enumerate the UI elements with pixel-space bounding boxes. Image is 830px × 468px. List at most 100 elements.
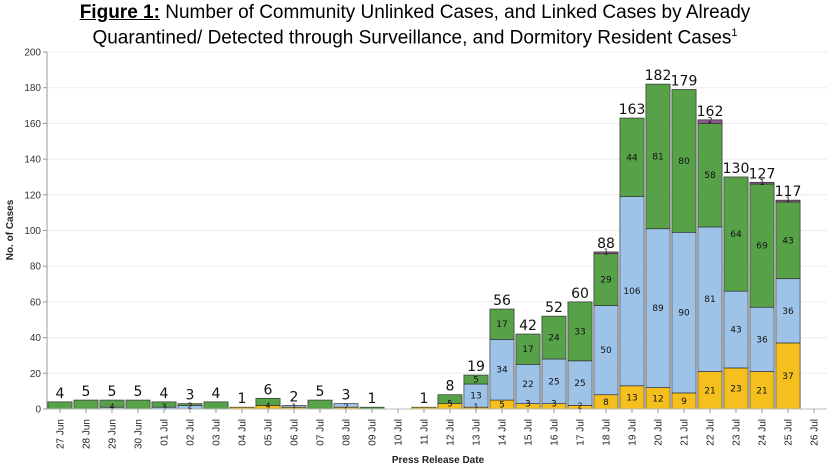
x-tick-label: 14 Jul	[498, 419, 509, 446]
segment-value-label: 69	[756, 242, 768, 252]
y-tick-label: 60	[30, 297, 42, 308]
total-label: 3	[186, 388, 195, 404]
bar-segment	[567, 301, 593, 362]
segment-value-label: 5	[447, 400, 453, 410]
segment-value-label: 25	[548, 377, 559, 387]
segment-value-label: 44	[626, 153, 638, 163]
total-label: 182	[645, 68, 672, 84]
total-label: 60	[571, 286, 589, 302]
x-tick-label: 28 Jun	[82, 419, 93, 449]
bar-segment	[697, 123, 723, 228]
segment-value-label: 13	[470, 392, 481, 402]
x-tick-label: 07 Jul	[316, 419, 327, 446]
x-tick-label: 24 Jul	[758, 419, 769, 446]
bar-segment	[541, 358, 567, 404]
x-tick-label: 17 Jul	[576, 419, 587, 446]
bar-segment	[671, 89, 697, 233]
y-tick-label: 80	[30, 262, 42, 273]
segment-value-label: 23	[730, 384, 741, 394]
segment-value-label: 3	[551, 400, 557, 410]
bar-segment	[489, 339, 515, 401]
bar-segment	[723, 176, 749, 292]
segment-value-label: 36	[756, 335, 768, 345]
bar-segment	[749, 181, 775, 185]
x-axis: 27 Jun 28 Jun 29 Jun 30 Jun 01 Jul 02 Jul 03 J…	[47, 408, 827, 449]
segment-value-label: 21	[704, 386, 715, 396]
total-label: 6	[264, 382, 273, 398]
segment-value-label: 21	[756, 386, 767, 396]
segment-value-label: 25	[574, 379, 585, 389]
x-tick-label: 13 Jul	[472, 419, 483, 446]
title-line-1: Figure 1: Number of Community Unlinked C…	[0, 2, 830, 23]
segment-value-label: 89	[652, 304, 664, 314]
total-label: 1	[420, 391, 429, 407]
total-label: 5	[82, 384, 91, 400]
bar-segment	[437, 394, 463, 404]
segment-value-label: 90	[678, 309, 690, 319]
segment-value-label: 3	[525, 400, 531, 410]
y-tick-label: 40	[30, 333, 42, 344]
bar-segment	[645, 83, 671, 230]
x-tick-label: 26 Jul	[810, 419, 821, 446]
y-tick-label: 140	[24, 155, 41, 166]
segment-value-label: 24	[548, 334, 560, 344]
total-label: 3	[342, 388, 351, 404]
segment-value-label: 37	[782, 372, 793, 382]
bar-segment	[723, 290, 749, 369]
segment-value-label: 1	[603, 247, 608, 256]
segment-value-label: 2	[707, 116, 712, 125]
bar-segment	[593, 305, 619, 396]
segment-value-label: 13	[626, 393, 637, 403]
segment-value-label: 4	[109, 403, 114, 412]
segment-value-label: 17	[522, 345, 533, 355]
segment-value-label: 29	[600, 276, 612, 286]
y-tick-label: 100	[24, 226, 41, 237]
y-tick-label: 180	[24, 83, 41, 94]
bar-segment	[749, 306, 775, 372]
total-label: 4	[56, 386, 65, 402]
segment-value-label: 64	[730, 230, 742, 240]
bar-segment	[125, 399, 151, 410]
figure-label: Figure 1:	[79, 2, 160, 23]
y-tick-label: 200	[24, 48, 41, 59]
y-tick-label: 20	[30, 369, 42, 380]
segment-value-label: 58	[704, 171, 716, 181]
grid-lines	[47, 51, 827, 374]
x-tick-label: 15 Jul	[524, 419, 535, 446]
segment-value-label: 1	[291, 403, 296, 412]
x-tick-label: 05 Jul	[264, 419, 275, 446]
title-footnote: 1	[731, 27, 738, 39]
y-tick-label: 0	[35, 405, 41, 416]
x-tick-label: 29 Jun	[108, 419, 119, 449]
total-label: 5	[316, 384, 325, 400]
x-tick-label: 18 Jul	[602, 419, 613, 446]
bar-segment	[151, 401, 177, 408]
segment-value-label: 81	[704, 295, 715, 305]
x-tick-label: 03 Jul	[212, 419, 223, 446]
bar-segment	[697, 119, 723, 124]
x-tick-label: 23 Jul	[732, 419, 743, 446]
segment-value-label: 1	[759, 178, 764, 187]
bar-segment	[775, 278, 801, 344]
bar-segment	[619, 117, 645, 197]
x-tick-label: 12 Jul	[446, 419, 457, 446]
bar-segment	[333, 403, 359, 408]
segment-value-label: 4	[265, 401, 270, 410]
bar-segment	[203, 401, 229, 410]
total-label: 1	[238, 391, 247, 407]
segment-value-label: 106	[623, 287, 640, 297]
x-tick-label: 02 Jul	[186, 419, 197, 446]
segment-value-label: 12	[652, 394, 663, 404]
x-tick-label: 10 Jul	[394, 419, 405, 446]
x-tick-label: 22 Jul	[706, 419, 717, 446]
x-tick-label: 30 Jun	[134, 419, 145, 449]
total-label: 2	[290, 389, 299, 405]
segment-value-label: 1	[785, 196, 790, 205]
total-label: 52	[545, 300, 563, 316]
x-tick-label: 09 Jul	[368, 419, 379, 446]
segment-value-label: 8	[603, 398, 609, 408]
bar-segment	[255, 397, 281, 406]
segment-value-label: 2	[187, 401, 192, 410]
segment-value-label: 22	[522, 380, 533, 390]
